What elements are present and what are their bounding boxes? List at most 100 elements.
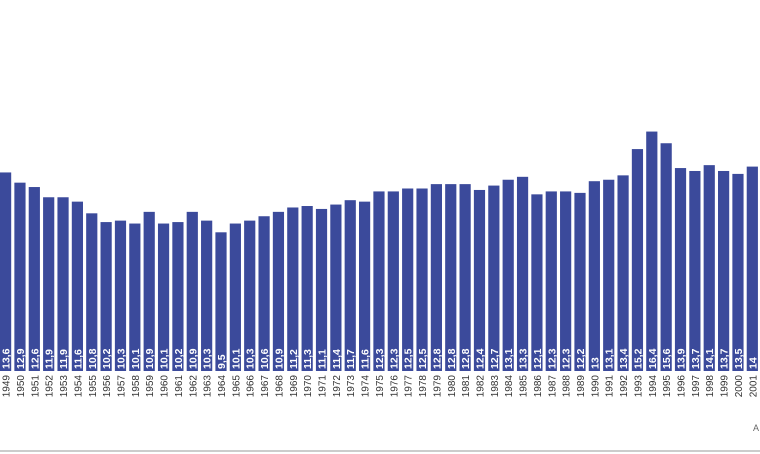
x-tick-label: 1962 [188, 375, 199, 398]
bar-1963 [201, 220, 213, 371]
bar-value-label: 9,5 [216, 354, 228, 369]
x-tick-label: 1958 [131, 375, 142, 398]
bar-1995 [660, 143, 672, 371]
bar-1975 [373, 191, 385, 371]
bar-1966 [244, 220, 256, 371]
bar-1972 [330, 204, 342, 371]
x-tick-label: 1993 [633, 375, 644, 398]
x-tick-label: 1979 [432, 375, 443, 398]
bar-value-label: 10,8 [87, 348, 99, 369]
x-tick-label: 1987 [547, 375, 558, 398]
bar-1983 [488, 185, 500, 371]
bar-value-label: 11,9 [58, 349, 70, 369]
bar-value-label: 14,1 [704, 348, 716, 369]
bar-value-label: 13,5 [733, 348, 745, 369]
x-tick-label: 1953 [59, 375, 70, 398]
x-tick-label: 1960 [160, 375, 171, 398]
x-tick-label: 1999 [720, 375, 731, 398]
x-tick-label: 2001 [748, 375, 759, 398]
x-tick-label: 1977 [404, 375, 415, 398]
x-tick-label: 1971 [318, 375, 329, 398]
bar-1993 [631, 149, 644, 371]
x-tick-label: 1998 [705, 375, 716, 398]
bar-value-label: 15,2 [632, 348, 644, 369]
bar-1967 [258, 216, 270, 371]
x-tick-label: 1965 [231, 375, 242, 398]
x-tick-label: 1970 [303, 375, 314, 398]
bar-1962 [186, 211, 198, 371]
x-tick-label: 1996 [677, 375, 688, 398]
x-tick-label: 1950 [16, 375, 27, 398]
x-tick-label: 1988 [562, 375, 573, 398]
bar-1988 [560, 191, 572, 371]
bar-value-label: 12,8 [460, 348, 472, 369]
bar-value-label: 10,9 [273, 348, 285, 369]
x-tick-label: 1983 [490, 375, 501, 398]
bar-value-label: 10,1 [130, 348, 142, 369]
bar-value-label: 10,2 [101, 348, 113, 369]
bar-1973 [344, 200, 356, 371]
bar-1960 [157, 223, 170, 371]
bar-1959 [143, 211, 155, 371]
x-tick-label: 1978 [418, 375, 429, 398]
bar-value-label: 12,3 [388, 348, 400, 369]
bar-value-label: 13,6 [1, 348, 13, 369]
bar-1981 [459, 184, 471, 371]
x-tick-label: 1990 [590, 375, 601, 398]
bar-value-label: 12,5 [417, 348, 429, 369]
x-tick-label: 1995 [662, 375, 673, 398]
bar-value-label: 13,3 [518, 348, 530, 369]
bar-value-label: 11,9 [44, 349, 56, 369]
x-tick-label: 1957 [116, 375, 127, 398]
x-tick-label: 1951 [30, 375, 41, 398]
bar-1979 [430, 184, 442, 371]
x-tick-label: 1969 [289, 375, 300, 398]
bar-value-label: 12,3 [561, 348, 573, 369]
bar-1951 [28, 187, 40, 371]
bar-value-label: 10,1 [159, 348, 171, 369]
x-tick-label: 1952 [45, 375, 56, 398]
bar-1953 [57, 197, 69, 371]
bars-layer [0, 131, 758, 371]
bar-1996 [674, 168, 687, 371]
x-tick-label: 2000 [734, 375, 745, 398]
bar-value-label: 13,7 [719, 348, 731, 369]
bar-1999 [718, 170, 730, 371]
bar-1986 [531, 194, 543, 371]
bar-value-label: 10,3 [245, 348, 257, 369]
x-tick-label: 1954 [73, 375, 84, 398]
bar-value-label: 10,6 [259, 348, 271, 369]
bar-1982 [473, 189, 486, 371]
bar-1964 [215, 232, 227, 371]
x-tick-label: 1980 [447, 375, 458, 398]
x-tick-label: 1985 [519, 375, 530, 398]
bar-1984 [502, 179, 514, 371]
bar-value-label: 11,4 [331, 349, 343, 369]
x-tick-label: 1972 [332, 375, 343, 398]
x-tick-label: 1982 [475, 375, 486, 398]
x-tick-label: 1991 [605, 375, 616, 398]
bar-value-label: 12,4 [474, 348, 486, 369]
bar-1956 [100, 222, 112, 371]
bar-1971 [315, 208, 328, 371]
bar-1994 [646, 131, 658, 371]
bar-1974 [359, 201, 371, 371]
bar-1989 [574, 192, 586, 371]
bar-2000 [732, 173, 744, 371]
x-tick-label: 1992 [619, 375, 630, 398]
x-tick-label: 1959 [145, 375, 156, 398]
bar-value-label: 13,1 [604, 348, 616, 369]
x-tick-label: 1964 [217, 375, 228, 398]
x-tick-label: 1997 [691, 375, 702, 398]
bar-value-label: 12,5 [403, 348, 415, 369]
bar-1969 [287, 207, 299, 371]
x-tick-label: 1975 [375, 375, 386, 398]
bar-value-label: 11,3 [302, 349, 314, 369]
bar-value-label: 10,3 [202, 348, 214, 369]
x-tick-label: 1955 [88, 375, 99, 398]
bar-value-label: 12,1 [532, 348, 544, 369]
bar-value-label: 14 [747, 357, 759, 369]
bar-value-label: 13 [589, 357, 601, 369]
bar-1991 [603, 179, 615, 371]
